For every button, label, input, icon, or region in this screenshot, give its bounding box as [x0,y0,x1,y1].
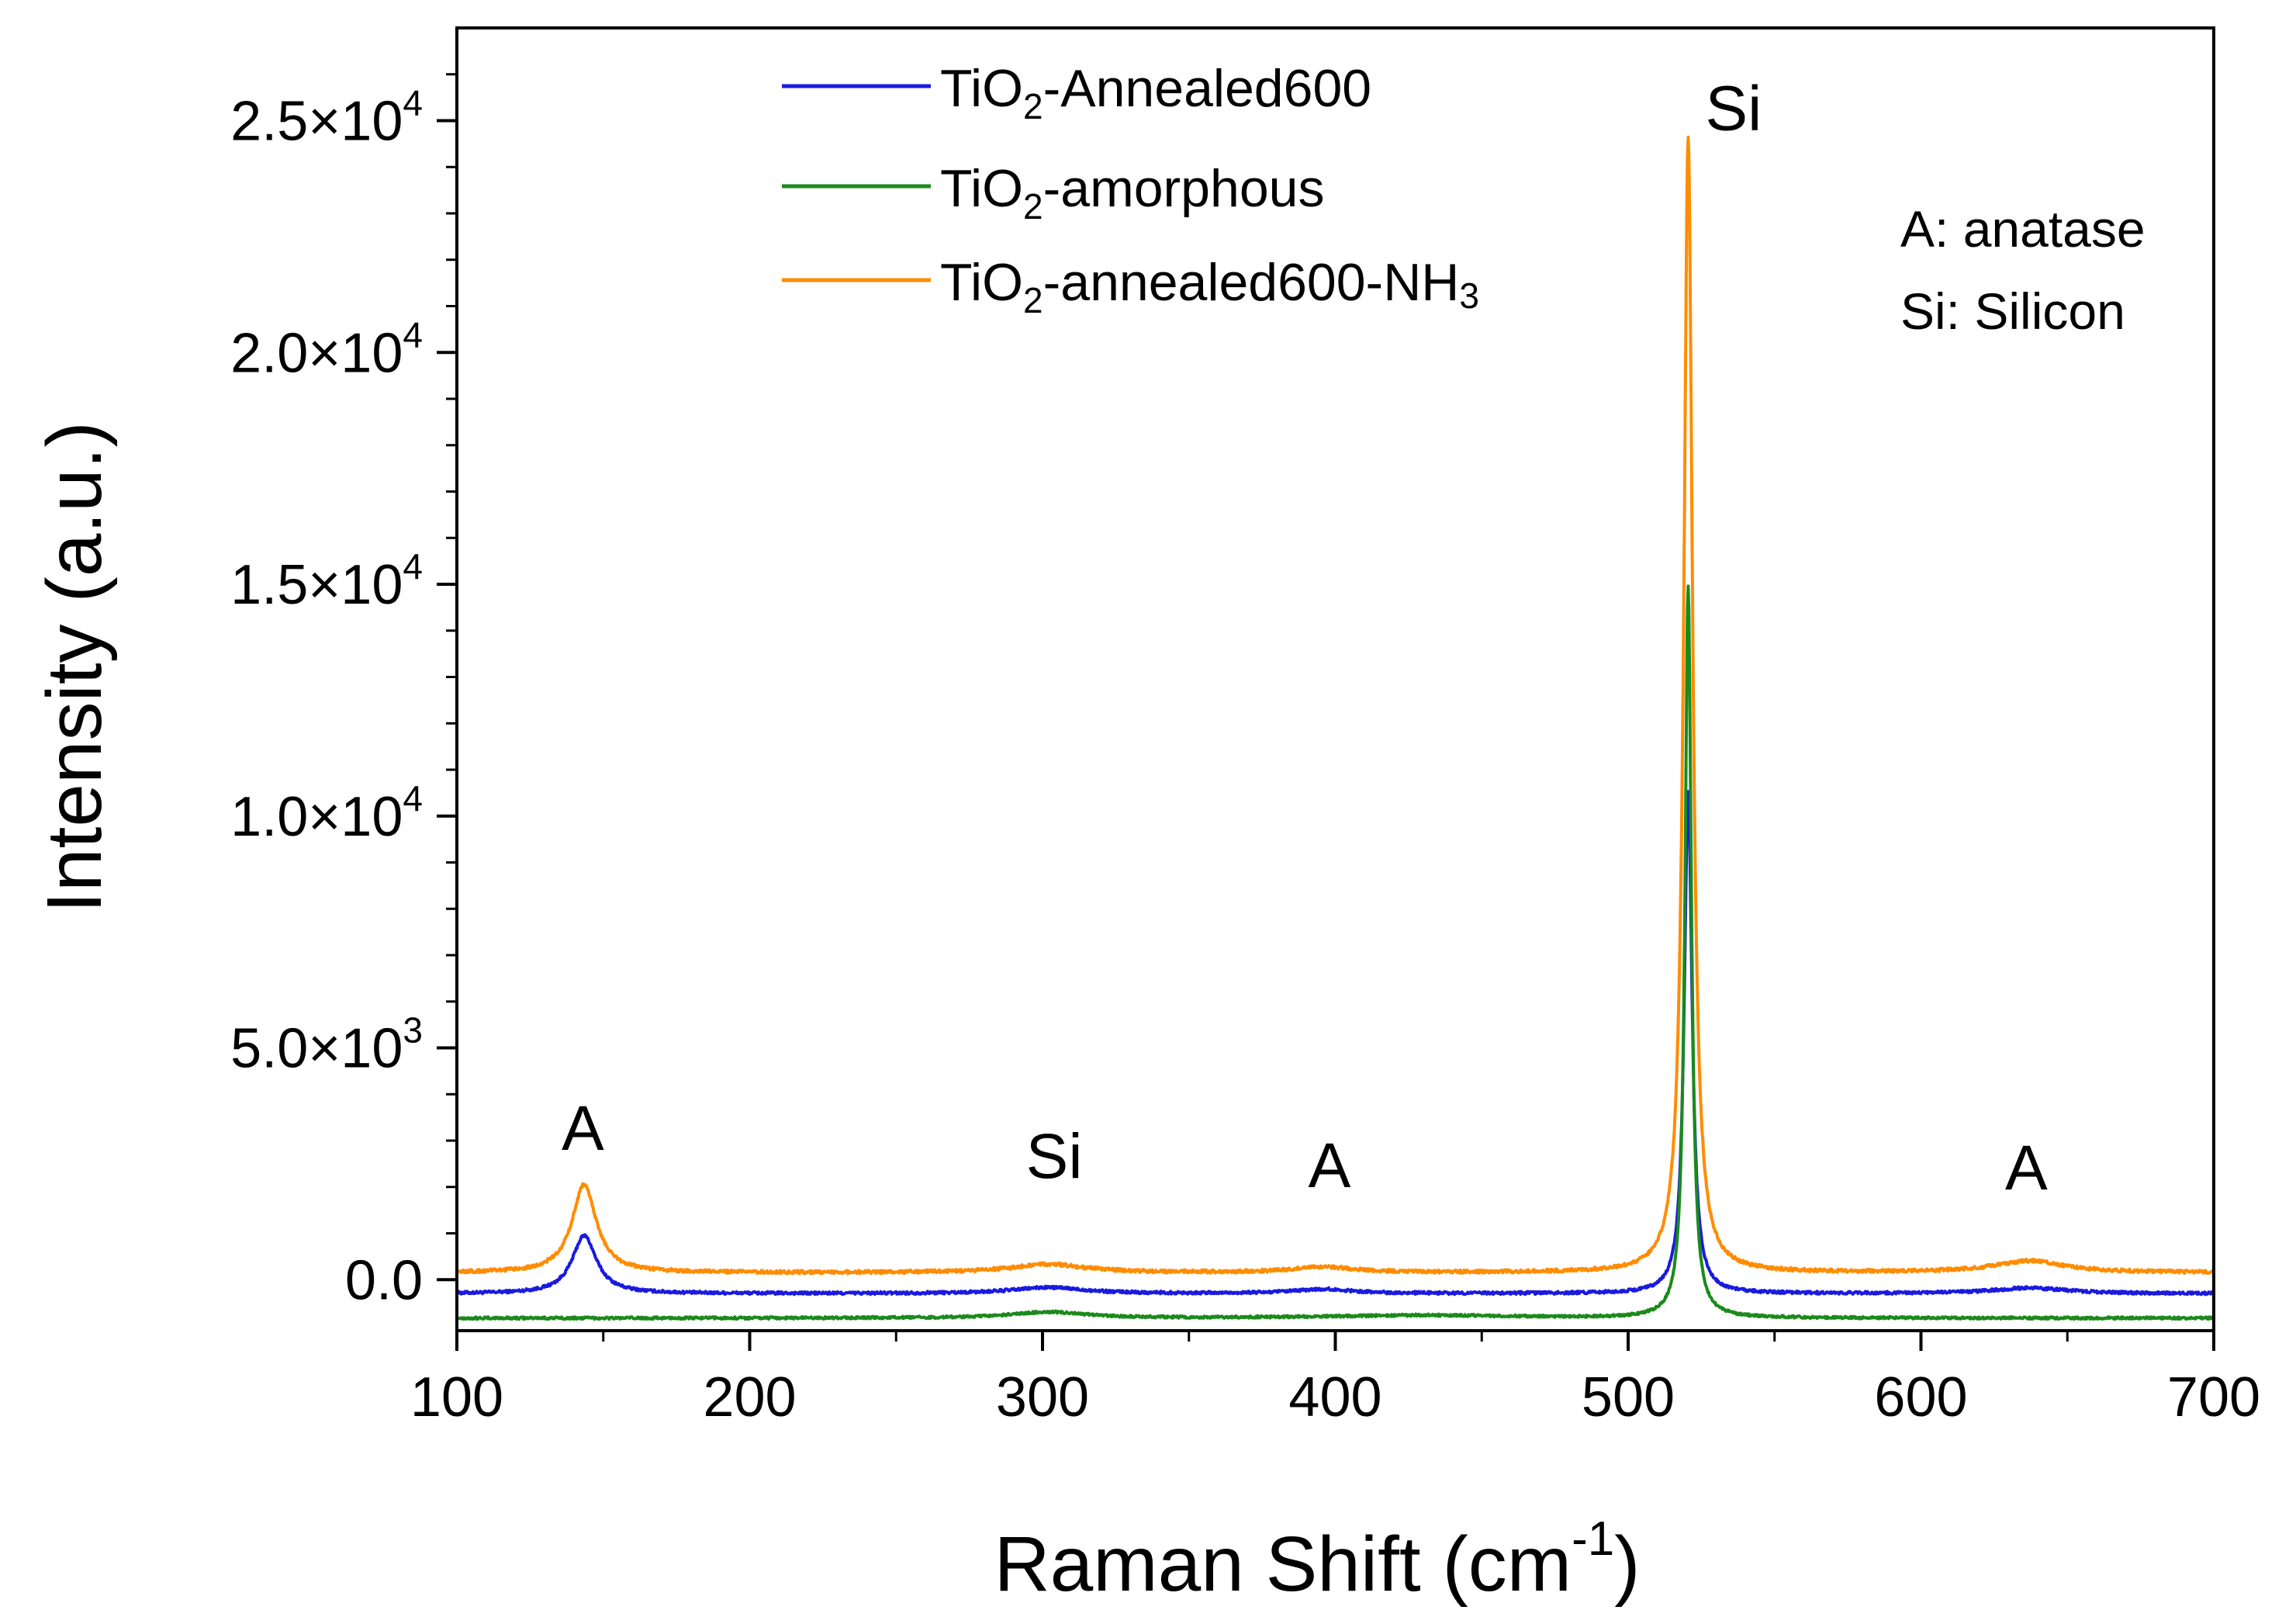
x-tick-label: 500 [1582,1366,1675,1428]
y-tick-label: 1.5×104 [230,546,423,616]
y-axis-label: Intensity (a.u.) [31,421,118,913]
peak-label: A [562,1093,604,1164]
phase-key-entry: A: anatase [1900,200,2146,258]
legend-entry: TiO2-amorphous [940,159,1324,227]
x-tick-label: 200 [703,1366,796,1428]
legend: TiO2-Annealed600 TiO2-amorphous TiO2-annea… [782,59,1479,320]
x-tick-label: 600 [1874,1366,1967,1428]
legend-entry: TiO2-annealed600-NH3 [940,253,1479,320]
x-tick-label: 400 [1288,1366,1381,1428]
y-axis: 0.0 5.0×103 1.0×104 1.5×104 2.0×104 2.5×104 [230,73,457,1311]
peak-label: A [2005,1133,2048,1203]
peak-label: A [1309,1131,1351,1201]
series-lines [455,135,2215,1321]
phase-key-entry: Si: Silicon [1900,282,2125,340]
series-line [455,584,2215,1321]
x-axis: 100 200 300 400 500 600 700 [410,1331,2260,1428]
peak-label: Si [1026,1121,1083,1192]
peak-label: Si [1705,73,1762,144]
y-tick-label: 2.0×104 [230,314,423,384]
y-tick-label: 0.0 [345,1249,423,1311]
y-tick-label: 5.0×103 [230,1010,423,1080]
peak-annotations: A Si A Si A [562,73,2048,1203]
legend-entry: TiO2-Annealed600 [940,59,1371,126]
y-tick-label: 2.5×104 [230,83,423,153]
x-tick-label: 100 [410,1366,503,1428]
x-axis-label: Raman Shift (cm-1) [994,1512,1640,1608]
series-line [455,135,2215,1276]
phase-key: A: anatase Si: Silicon [1900,200,2146,340]
y-tick-label: 1.0×104 [230,778,423,848]
x-tick-label: 300 [996,1366,1089,1428]
series-line [455,790,2215,1297]
x-tick-label: 700 [2167,1366,2260,1428]
